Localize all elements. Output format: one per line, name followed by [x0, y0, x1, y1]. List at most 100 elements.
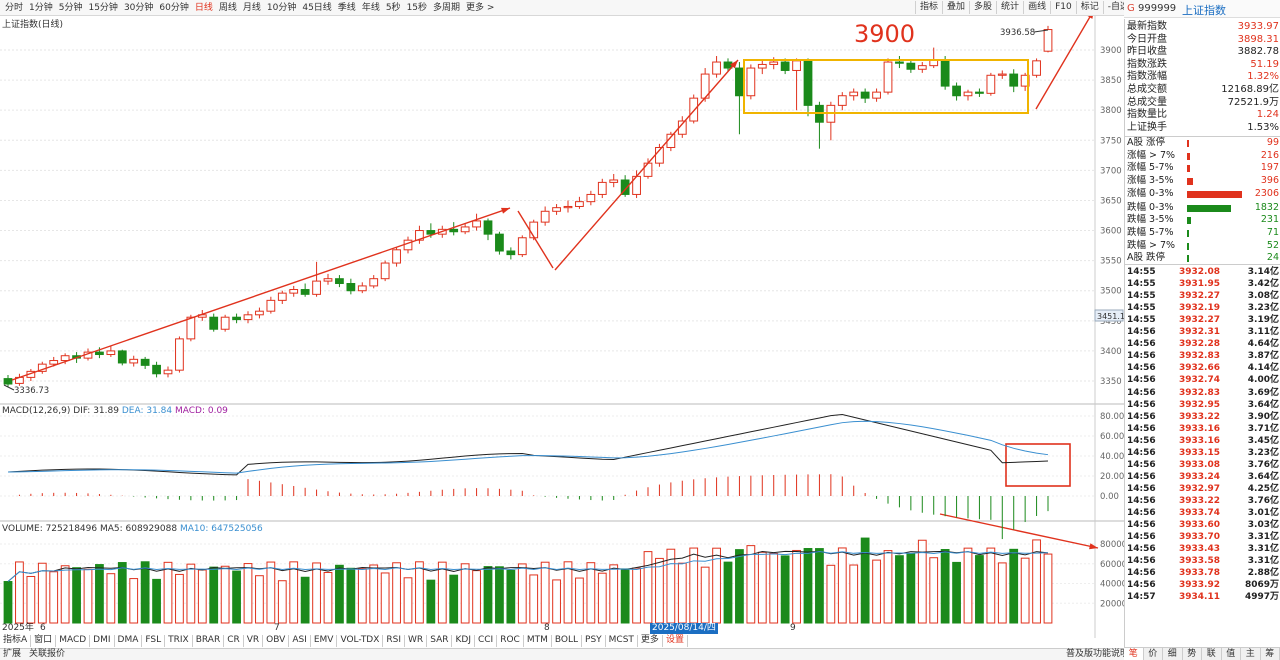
indicator-tab-8[interactable]: CR — [224, 635, 244, 647]
stat-row: 今日开盘 3898.31 — [1125, 34, 1280, 47]
indicator-tab-11[interactable]: ASI — [289, 635, 311, 647]
right-tab-5[interactable]: 值 — [1222, 648, 1241, 660]
tick-amount: 4.00亿 — [1247, 375, 1279, 386]
period-15[interactable]: 多周期 — [433, 3, 461, 13]
tool-7[interactable]: -自选 — [1102, 1, 1133, 14]
date-m6: 6 — [40, 623, 46, 633]
indicator-tab-23[interactable]: MCST — [606, 635, 638, 647]
tick-price: 3932.31 — [1179, 327, 1220, 338]
period-13[interactable]: 5秒 — [385, 3, 401, 13]
price-axis-tick: 3900 — [1100, 46, 1122, 56]
indicator-tab-17[interactable]: KDJ — [452, 635, 475, 647]
tick-amount: 3.42亿 — [1247, 279, 1279, 290]
period-0[interactable]: 分时 — [5, 3, 24, 13]
tool-1[interactable]: 叠加 — [942, 1, 969, 14]
period-6[interactable]: 日线 — [194, 3, 213, 13]
volume-bar — [986, 547, 996, 624]
indicator-tab-0[interactable]: 指标A — [0, 635, 32, 647]
indicator-tab-16[interactable]: SAR — [427, 635, 453, 647]
related-quotes-button[interactable]: 关联报价 — [29, 649, 66, 659]
period-9[interactable]: 10分钟 — [266, 3, 297, 13]
indicator-tab-18[interactable]: CCI — [475, 635, 498, 647]
indicator-tab-22[interactable]: PSY — [582, 635, 606, 647]
right-tab-6[interactable]: 主 — [1241, 648, 1261, 660]
volume-bar — [586, 562, 596, 624]
candle-body — [575, 201, 584, 207]
candle-body — [186, 316, 196, 340]
tool-4[interactable]: 画线 — [1023, 1, 1050, 14]
flag-label: G — [1127, 3, 1135, 14]
tool-6[interactable]: 标记 — [1075, 1, 1103, 14]
volume-name: VOLUME: 725218496 — [2, 524, 98, 534]
stat-row: 昨日收盘 3882.78 — [1125, 46, 1280, 59]
indicator-tab-3[interactable]: DMI — [90, 635, 115, 647]
tick-price: 3933.16 — [1179, 423, 1220, 434]
period-1[interactable]: 1分钟 — [29, 3, 53, 13]
right-tab-7[interactable]: 筹 — [1261, 648, 1280, 660]
period-5[interactable]: 60分钟 — [159, 3, 189, 13]
price-low-pointer — [3, 384, 15, 391]
candle-body — [392, 249, 401, 264]
period-16[interactable]: 更多 > — [466, 3, 495, 13]
right-tab-1[interactable]: 价 — [1144, 648, 1163, 660]
right-tab-0[interactable]: 笔 — [1124, 648, 1144, 660]
period-7[interactable]: 周线 — [218, 3, 237, 13]
indicator-tab-7[interactable]: BRAR — [193, 635, 225, 647]
volume-bar — [963, 547, 973, 624]
breadth-bar — [1187, 217, 1191, 225]
date-current: 2025/08/14/四 — [650, 623, 718, 634]
kline-chart[interactable]: 3900 3850 3800 3750 3700 3650 3600 3550 3500 3450… — [0, 16, 1124, 638]
period-3[interactable]: 15分钟 — [88, 3, 118, 13]
indicator-tab-9[interactable]: VR — [244, 635, 264, 647]
right-tab-4[interactable]: 联 — [1202, 648, 1222, 660]
tick-row: 14:56 3932.83 3.87亿 — [1125, 350, 1280, 362]
candle-body — [95, 351, 104, 356]
period-12[interactable]: 年线 — [361, 3, 380, 13]
tool-5[interactable]: F10 — [1050, 1, 1076, 14]
chart-title: 上证指数(日线) — [2, 20, 64, 30]
help-link[interactable]: 普及版功能说明 — [1066, 649, 1130, 659]
indicator-tab-25[interactable]: 设置 — [663, 635, 688, 647]
tool-2[interactable]: 多股 — [969, 1, 996, 14]
period-4[interactable]: 30分钟 — [123, 3, 154, 13]
security-name[interactable]: 上证指数 — [1182, 4, 1226, 17]
tick-row: 14:55 3932.27 3.19亿 — [1125, 314, 1280, 326]
right-tab-3[interactable]: 势 — [1183, 648, 1202, 660]
period-2[interactable]: 5分钟 — [58, 3, 83, 13]
candle-body — [106, 350, 116, 356]
period-14[interactable]: 15秒 — [406, 3, 428, 13]
period-11[interactable]: 季线 — [337, 3, 356, 13]
tick-price: 3932.83 — [1179, 351, 1220, 362]
period-10[interactable]: 45日线 — [302, 3, 332, 13]
volume-bar — [26, 575, 36, 624]
volume-bar — [689, 547, 699, 624]
indicator-tab-2[interactable]: MACD — [56, 635, 91, 647]
indicator-tab-21[interactable]: BOLL — [552, 635, 583, 647]
volume-bar — [597, 572, 607, 624]
indicator-tab-1[interactable]: 窗口 — [31, 635, 57, 647]
stat-key: 最新指数 — [1127, 21, 1167, 32]
indicator-tab-10[interactable]: OBV — [263, 635, 290, 647]
indicator-tab-4[interactable]: DMA — [115, 635, 143, 647]
indicator-tab-19[interactable]: ROC — [497, 635, 524, 647]
trend-arrow-1 — [11, 207, 511, 381]
price-axis-tick: 3800 — [1100, 106, 1122, 116]
indicator-tab-5[interactable]: FSL — [142, 635, 166, 647]
indicator-tab-12[interactable]: EMV — [311, 635, 338, 647]
indicator-tab-14[interactable]: RSI — [383, 635, 406, 647]
expand-button[interactable]: 扩展 — [3, 649, 22, 659]
right-tab-2[interactable]: 细 — [1163, 648, 1183, 660]
indicator-tabs: 指标A 窗口 MACD DMI DMA FSL TRIX BRAR CR VR OBV ASI EMV V… — [0, 635, 688, 647]
indicator-tab-24[interactable]: 更多 — [638, 635, 663, 647]
tool-0[interactable]: 指标 — [915, 1, 942, 14]
tick-row: 14:56 3932.97 4.25亿 — [1125, 483, 1280, 495]
indicator-tab-6[interactable]: TRIX — [165, 635, 193, 647]
tick-time: 14:56 — [1127, 447, 1156, 458]
tick-row: 14:56 3932.66 4.14亿 — [1125, 362, 1280, 374]
period-8[interactable]: 月线 — [242, 3, 261, 13]
tool-3[interactable]: 统计 — [996, 1, 1023, 14]
indicator-tab-20[interactable]: MTM — [524, 635, 552, 647]
indicator-tab-15[interactable]: WR — [405, 635, 428, 647]
indicator-tab-13[interactable]: VOL-TDX — [337, 635, 384, 647]
tick-amount: 3.23亿 — [1247, 303, 1279, 314]
